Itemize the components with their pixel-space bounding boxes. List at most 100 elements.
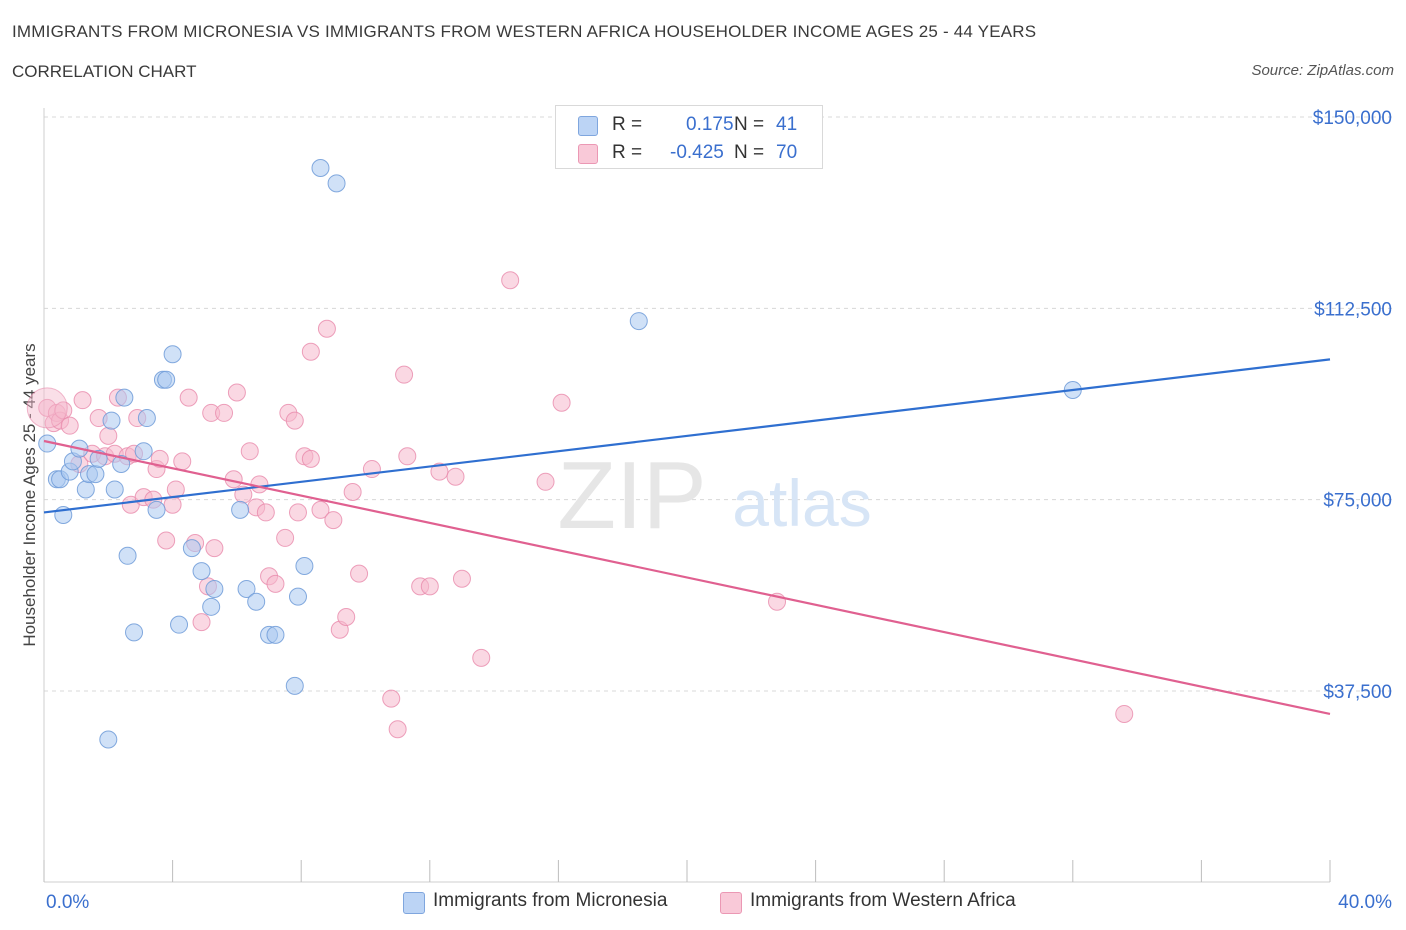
point-western-africa: [288, 503, 307, 522]
point-western-africa: [536, 472, 555, 491]
gridlines: [44, 116, 1392, 692]
point-micronesia: [288, 587, 307, 606]
point-western-africa: [398, 447, 417, 466]
trend-lines: [43, 358, 1331, 716]
bottom-legend-swatch-western-africa: [720, 892, 742, 914]
point-micronesia: [182, 539, 201, 558]
point-micronesia: [137, 409, 156, 428]
legend-n-label: N =: [734, 142, 765, 163]
point-western-africa: [276, 528, 295, 547]
point-western-africa: [285, 411, 304, 430]
point-western-africa: [501, 271, 520, 290]
point-micronesia: [125, 623, 144, 642]
point-micronesia: [115, 388, 134, 407]
point-western-africa: [388, 720, 407, 739]
point-western-africa: [452, 569, 471, 588]
point-western-africa: [205, 539, 224, 558]
point-western-africa: [395, 365, 414, 384]
point-western-africa: [99, 426, 118, 445]
chart-subtitle: CORRELATION CHART: [12, 62, 197, 81]
point-western-africa: [324, 511, 343, 530]
point-western-africa: [350, 564, 369, 583]
point-western-africa: [215, 403, 234, 422]
point-micronesia: [266, 625, 285, 644]
source-label: Source: ZipAtlas.com: [1251, 62, 1394, 79]
point-micronesia: [105, 480, 124, 499]
point-western-africa-large: [26, 387, 68, 429]
point-western-africa: [266, 574, 285, 593]
bottom-legend-swatch-micronesia: [403, 892, 425, 914]
point-micronesia: [327, 174, 346, 193]
point-western-africa: [166, 480, 185, 499]
legend-r-label: R =: [612, 114, 643, 135]
point-western-africa: [311, 500, 330, 519]
point-micronesia: [205, 579, 224, 598]
x-tick-label: 0.0%: [46, 892, 89, 913]
point-western-africa: [173, 452, 192, 471]
series-micronesia-points: [38, 159, 1082, 749]
bottom-legend-label-western-africa: Immigrants from Western Africa: [750, 890, 1016, 911]
point-western-africa: [420, 577, 439, 596]
point-western-africa: [317, 319, 336, 338]
point-micronesia: [247, 592, 266, 611]
legend-n-value: 70: [776, 142, 798, 163]
point-western-africa: [337, 608, 356, 627]
point-western-africa: [73, 391, 92, 410]
y-tick-label: $75,000: [1323, 491, 1392, 512]
point-micronesia: [163, 345, 182, 364]
point-western-africa: [227, 383, 246, 402]
point-western-africa: [343, 483, 362, 502]
point-micronesia: [170, 615, 189, 634]
point-western-africa: [1115, 704, 1134, 723]
point-western-africa: [382, 689, 401, 708]
point-micronesia: [295, 556, 314, 575]
point-western-africa: [301, 342, 320, 361]
point-western-africa: [150, 449, 169, 468]
point-micronesia: [86, 465, 105, 484]
point-micronesia: [202, 597, 221, 616]
watermark-zip: ZIP: [557, 442, 706, 549]
legend-n-label: N =: [734, 114, 765, 135]
legend-r-value: 0.175: [686, 114, 734, 135]
tick-labels: $37,500 $75,000 $112,500 $150,000 0.0% 40.0%: [46, 108, 1392, 913]
legend-swatch-western-africa: [578, 144, 598, 164]
point-micronesia: [231, 500, 250, 519]
x-tick-label: 40.0%: [1338, 892, 1392, 913]
chart-title: IMMIGRANTS FROM MICRONESIA VS IMMIGRANTS…: [12, 22, 1037, 41]
point-western-africa: [301, 449, 320, 468]
watermark-atlas: atlas: [732, 466, 871, 540]
point-western-africa: [256, 503, 275, 522]
point-micronesia: [192, 562, 211, 581]
axes: [43, 108, 1331, 883]
point-western-africa: [179, 388, 198, 407]
point-micronesia: [629, 312, 648, 331]
legend-swatch-micronesia: [578, 116, 598, 136]
point-western-africa: [192, 613, 211, 632]
y-tick-label: $150,000: [1313, 108, 1392, 129]
trend-line-western-africa: [43, 439, 1331, 716]
point-micronesia: [311, 159, 330, 178]
point-western-africa: [157, 531, 176, 550]
point-western-africa: [60, 416, 79, 435]
series-western-africa-points: [26, 271, 1134, 739]
point-micronesia: [134, 442, 153, 461]
point-micronesia: [99, 730, 118, 749]
point-micronesia: [118, 546, 137, 565]
point-micronesia: [76, 480, 95, 499]
point-western-africa: [430, 462, 449, 481]
legend-r-value: -0.425: [670, 142, 724, 163]
point-western-africa: [552, 393, 571, 412]
bottom-legend-label-micronesia: Immigrants from Micronesia: [433, 890, 668, 911]
y-tick-label: $112,500: [1314, 299, 1392, 320]
point-micronesia: [147, 500, 166, 519]
point-micronesia: [237, 579, 256, 598]
y-tick-label: $37,500: [1323, 682, 1392, 703]
legend-r-label: R =: [612, 142, 643, 163]
point-western-africa: [446, 467, 465, 486]
point-western-africa: [472, 648, 491, 667]
point-micronesia: [102, 411, 121, 430]
point-micronesia: [285, 676, 304, 695]
legend-n-value: 41: [776, 114, 798, 135]
point-micronesia: [112, 454, 131, 473]
